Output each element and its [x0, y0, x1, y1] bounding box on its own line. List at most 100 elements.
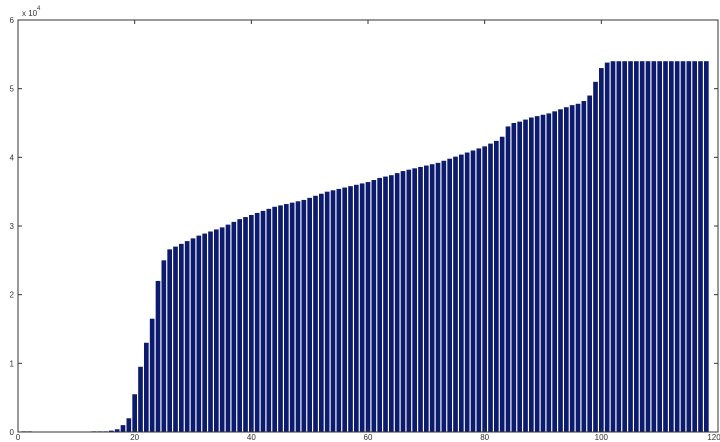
- bar: [365, 182, 371, 432]
- bar: [114, 429, 120, 432]
- x-tick-labels: 0 20 40 60 80 100 120: [16, 433, 720, 442]
- bar: [149, 318, 155, 432]
- bar: [645, 61, 651, 432]
- y-tick-label: 0: [10, 428, 15, 437]
- bars-group: [21, 61, 709, 433]
- bar: [389, 175, 394, 432]
- bar: [698, 61, 703, 432]
- bar: [214, 229, 219, 432]
- bar: [622, 61, 627, 432]
- bar: [523, 119, 528, 432]
- bar: [564, 107, 569, 433]
- bar: [179, 243, 184, 432]
- bar: [616, 61, 622, 432]
- bar: [505, 126, 511, 433]
- bar: [301, 199, 307, 432]
- bar: [359, 183, 365, 432]
- bar: [342, 187, 347, 432]
- y-exponent-power: 4: [37, 6, 41, 12]
- bar: [575, 103, 581, 433]
- bar: [289, 202, 295, 432]
- bar: [319, 193, 324, 432]
- bar: [686, 61, 692, 432]
- x-tick-label: 60: [364, 433, 373, 442]
- bar: [651, 61, 657, 432]
- bar: [441, 160, 447, 432]
- bar: [394, 173, 400, 432]
- bar: [429, 164, 435, 432]
- bar: [371, 179, 377, 432]
- bar: [219, 227, 225, 432]
- bar: [593, 81, 598, 433]
- bar: [464, 152, 470, 432]
- bar: [295, 201, 301, 432]
- x-tick-label: 20: [130, 433, 139, 442]
- bar: [202, 233, 207, 432]
- bar: [173, 246, 178, 432]
- bar: [680, 61, 686, 432]
- bar: [225, 224, 231, 432]
- y-tick-label: 5: [10, 85, 15, 94]
- bar: [546, 113, 552, 432]
- y-exponent-label: x 10: [22, 9, 38, 18]
- bar: [377, 177, 382, 432]
- bar: [260, 210, 266, 432]
- x-tick-label: 80: [480, 433, 489, 442]
- bar: [249, 215, 254, 432]
- bar: [307, 197, 312, 432]
- bar: [552, 111, 557, 432]
- bar: [324, 191, 330, 432]
- bar: [138, 366, 143, 432]
- bar: [231, 221, 237, 432]
- bar: [634, 61, 639, 432]
- bar: [208, 231, 213, 432]
- bar: [628, 61, 633, 432]
- bar: [669, 61, 674, 432]
- axes-group: [17, 19, 719, 433]
- bar: [412, 168, 417, 432]
- bar: [534, 116, 540, 432]
- bar: [348, 186, 353, 432]
- bar: [190, 238, 196, 432]
- y-tick-label: 3: [10, 222, 15, 231]
- y-tick-labels: 0 1 2 3 4 5 6: [10, 16, 15, 437]
- bar: [144, 342, 149, 432]
- bar: [569, 105, 575, 433]
- bar: [540, 114, 546, 432]
- bar: [243, 217, 248, 432]
- bar: [674, 61, 680, 432]
- bar: [511, 123, 517, 432]
- bar: [704, 61, 709, 432]
- bar: [424, 165, 429, 432]
- y-tick-label: 6: [10, 16, 15, 25]
- bar: [184, 241, 190, 432]
- bar: [336, 188, 342, 432]
- y-tick-label: 1: [10, 359, 15, 368]
- bar: [529, 117, 534, 432]
- bar: [196, 235, 202, 432]
- bar: [418, 166, 423, 432]
- bar: [383, 176, 388, 432]
- bar: [330, 190, 336, 432]
- bar: [692, 61, 697, 432]
- bar: [517, 121, 522, 432]
- bar: [488, 143, 493, 432]
- y-tick-label: 4: [10, 153, 15, 162]
- bar: [167, 249, 172, 432]
- bar: [354, 184, 359, 432]
- x-tick-label: 40: [247, 433, 256, 442]
- bar: [581, 101, 587, 432]
- bar: [639, 61, 645, 432]
- bar: [278, 205, 283, 432]
- bar: [155, 280, 161, 432]
- x-tick-label: 0: [16, 433, 21, 442]
- bar: [266, 208, 272, 432]
- bar: [610, 61, 616, 432]
- bar: [400, 171, 406, 432]
- bar: [237, 219, 242, 432]
- bar: [599, 68, 604, 432]
- bar: [120, 425, 126, 432]
- bar: [406, 169, 412, 432]
- bar: [476, 148, 482, 432]
